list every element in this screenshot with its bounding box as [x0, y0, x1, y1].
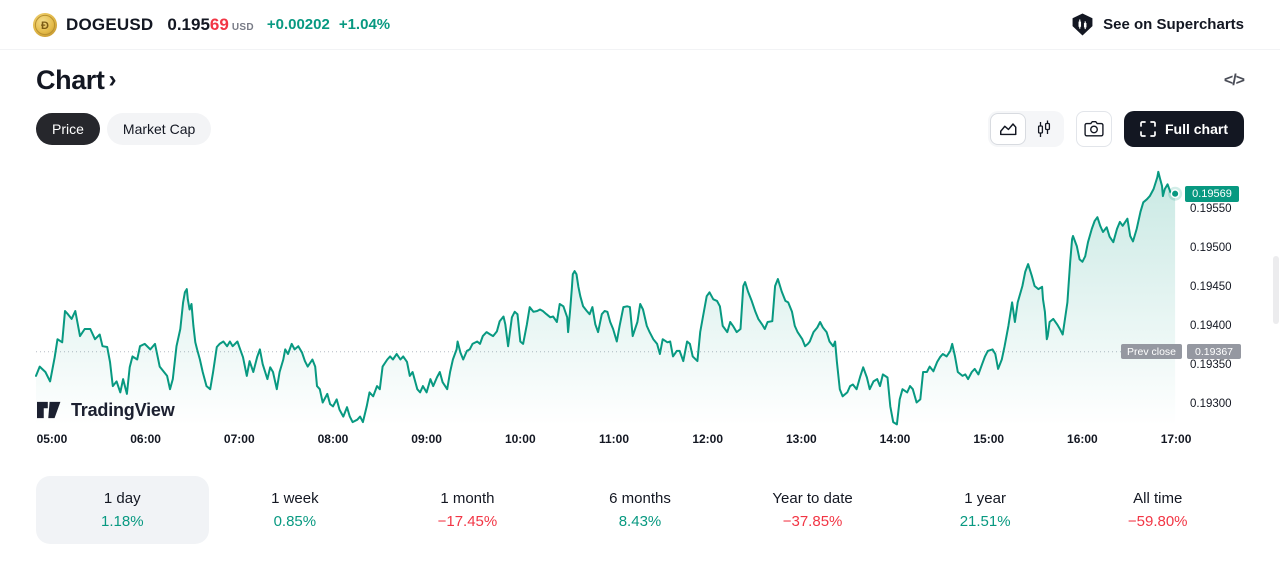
period-1-day[interactable]: 1 day 1.18%: [36, 476, 209, 544]
prev-close-badges: Prev close 0.19367: [1121, 344, 1242, 360]
price-tick: 0.19550: [1190, 202, 1232, 215]
price-line: [35, 170, 1177, 426]
price-tick: 0.19350: [1190, 358, 1232, 371]
time-tick: 11:00: [598, 432, 629, 446]
currency-label: USD: [231, 21, 254, 33]
period-change: 0.85%: [273, 513, 317, 530]
last-price-marker: [1170, 189, 1180, 199]
time-tick: 14:00: [879, 432, 911, 446]
supercharts-link[interactable]: See on Supercharts: [1071, 13, 1244, 36]
price-tick: 0.19500: [1190, 241, 1232, 254]
full-chart-button[interactable]: Full chart: [1123, 111, 1244, 147]
period-6-months[interactable]: 6 months 8.43%: [554, 476, 727, 544]
period-change: −37.85%: [782, 513, 843, 530]
price-tick: 0.19400: [1190, 319, 1232, 332]
change-absolute: +0.00202: [266, 16, 330, 33]
current-price: 0.195 69 USD: [167, 15, 253, 35]
snapshot-camera-button[interactable]: [1075, 111, 1112, 147]
period-label: All time: [1133, 490, 1183, 507]
period-change: 1.18%: [101, 513, 144, 530]
period-label: 1 day: [103, 490, 141, 507]
candlestick-chart-type-button[interactable]: [1026, 113, 1062, 145]
current-price-badge: 0.19569: [1185, 185, 1239, 202]
chart-type-segmented-control: [987, 111, 1064, 147]
price-last-digits: 69: [209, 14, 229, 34]
period-change: 21.51%: [959, 513, 1011, 530]
time-tick: 07:00: [223, 432, 255, 446]
camera-icon: [1084, 121, 1104, 137]
time-tick: 09:00: [411, 432, 442, 446]
supercharts-label: See on Supercharts: [1103, 16, 1244, 33]
period-label: 6 months: [609, 490, 671, 507]
price-tick: 0.19450: [1190, 280, 1232, 293]
period-year-to-date[interactable]: Year to date −37.85%: [726, 476, 899, 544]
page-scrollbar-thumb[interactable]: [1273, 256, 1279, 324]
period-1-week[interactable]: 1 week 0.85%: [209, 476, 382, 544]
area-fill: [36, 171, 1176, 426]
embed-code-icon[interactable]: </>: [1223, 71, 1245, 89]
price-main-digits: 0.195: [167, 14, 210, 34]
tradingview-watermark-label: TradingView: [71, 399, 175, 420]
symbol-name: DOGEUSD: [66, 14, 154, 34]
market-cap-toggle-button[interactable]: Market Cap: [106, 113, 212, 145]
time-tick: 08:00: [317, 432, 349, 446]
period-selector: 1 day 1.18% 1 week 0.85% 1 month −17.45% 6 mon…: [36, 476, 1244, 544]
tradingview-watermark: TradingView: [37, 399, 175, 421]
time-tick: 17:00: [1160, 432, 1192, 446]
area-chart-svg: [35, 170, 1183, 426]
page-title[interactable]: Chart ›: [36, 65, 117, 95]
fullscreen-icon: [1140, 121, 1156, 137]
change-percent: +1.04%: [338, 16, 391, 33]
period-all-time[interactable]: All time −59.80%: [1071, 476, 1244, 544]
time-tick: 10:00: [504, 432, 536, 446]
title-row: Chart › </>: [0, 65, 1280, 96]
area-chart-type-button[interactable]: [989, 113, 1026, 145]
period-label: 1 month: [440, 490, 495, 507]
plot-area[interactable]: TradingView: [35, 164, 1183, 426]
price-tick: 0.19300: [1190, 398, 1232, 411]
time-tick: 15:00: [973, 432, 1005, 446]
period-label: 1 year: [964, 490, 1006, 507]
time-tick: 05:00: [36, 432, 68, 446]
area-chart-icon: [999, 123, 1017, 136]
price-chart: TradingView 0.19550 0.19500 0.19450 0.19400…: [0, 164, 1280, 454]
chart-toolbar: Full chart: [987, 111, 1244, 147]
period-change: −59.80%: [1127, 513, 1188, 530]
candlestick-icon: [1037, 120, 1051, 137]
period-label: 1 week: [271, 490, 319, 507]
svg-text:Ð: Ð: [41, 20, 49, 32]
period-change: 8.43%: [618, 513, 662, 530]
dogecoin-icon: Ð: [33, 12, 57, 37]
tradingview-logo-icon: [37, 401, 61, 419]
tradingview-shield-icon: [1072, 13, 1093, 36]
period-1-month[interactable]: 1 month −17.45%: [381, 476, 554, 544]
full-chart-label: Full chart: [1164, 121, 1228, 137]
time-tick: 12:00: [692, 432, 724, 446]
time-tick: 06:00: [130, 432, 161, 446]
price-toggle-button[interactable]: Price: [36, 113, 100, 145]
period-label: Year to date: [772, 490, 853, 507]
time-tick: 13:00: [785, 432, 817, 446]
period-1-year[interactable]: 1 year 21.51%: [899, 476, 1072, 544]
top-bar: Ð DOGEUSD 0.195 69 USD +0.00202 +1.04% S…: [0, 0, 1280, 50]
price-change: +0.00202 +1.04%: [267, 16, 390, 33]
prev-close-value-badge: 0.19367: [1187, 344, 1242, 360]
chart-controls: Price Market Cap: [0, 111, 1280, 147]
time-tick: 16:00: [1067, 432, 1098, 446]
time-axis[interactable]: 05:00 06:00 07:00 08:00 09:00 10:00 11:00 12:00…: [0, 432, 1280, 448]
prev-close-label-badge: Prev close: [1121, 344, 1183, 360]
period-change: −17.45%: [437, 513, 498, 530]
chevron-right-icon: ›: [108, 65, 117, 93]
